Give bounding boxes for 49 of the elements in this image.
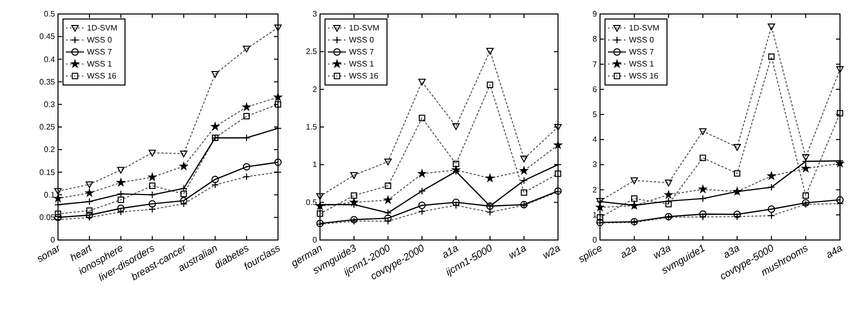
legend-label: 1D-SVM bbox=[87, 24, 118, 33]
y-tick-label: 0.25 bbox=[39, 122, 56, 132]
y-tick-label: 0.35 bbox=[39, 77, 56, 86]
y-tick-label: 0.15 bbox=[39, 168, 56, 177]
x-tick-label: a2a bbox=[618, 242, 640, 261]
y-tick-label: 0.05 bbox=[39, 212, 56, 222]
y-tick-label: 2.5 bbox=[306, 47, 318, 56]
legend-label: 1D-SVM bbox=[629, 24, 660, 33]
legend-label: WSS 1 bbox=[629, 60, 654, 69]
x-tick-label: splice bbox=[576, 242, 605, 266]
y-tick-label: 5 bbox=[592, 110, 598, 120]
legend-label: 1D-SVM bbox=[349, 24, 380, 33]
x-tick-label: sonar bbox=[35, 242, 64, 266]
y-tick-label: 8 bbox=[592, 34, 598, 44]
legend-label: WSS 16 bbox=[349, 72, 379, 81]
legend-label: WSS 1 bbox=[349, 60, 374, 69]
legend-label: WSS 0 bbox=[629, 36, 654, 45]
y-tick-label: 0.3 bbox=[44, 100, 56, 109]
y-tick-label: 4 bbox=[592, 135, 598, 144]
legend-label: WSS 7 bbox=[87, 48, 112, 57]
legend-label: WSS 7 bbox=[349, 48, 374, 57]
x-tick-label: w1a bbox=[507, 242, 529, 262]
y-tick-label: 0.5 bbox=[306, 198, 318, 207]
y-tick-label: 2 bbox=[312, 84, 318, 94]
y-tick-label: 7 bbox=[592, 60, 598, 69]
y-tick-label: 0 bbox=[50, 236, 56, 245]
y-tick-label: 9 bbox=[592, 10, 598, 19]
y-tick-label: 0.4 bbox=[44, 54, 56, 64]
y-tick-label: 0 bbox=[312, 236, 318, 245]
legend-label: WSS 7 bbox=[629, 48, 654, 57]
y-tick-label: 2 bbox=[592, 185, 598, 194]
y-tick-label: 1 bbox=[312, 160, 318, 170]
y-tick-label: 0.2 bbox=[44, 145, 56, 154]
legend-label: WSS 1 bbox=[87, 60, 112, 69]
x-tick-label: a4a bbox=[824, 242, 845, 261]
y-tick-label: 0.1 bbox=[44, 190, 56, 200]
y-tick-label: 3 bbox=[312, 10, 318, 19]
y-tick-label: 1.5 bbox=[306, 122, 318, 132]
y-tick-label: 1 bbox=[592, 210, 598, 220]
y-tick-label: 0.45 bbox=[39, 32, 56, 42]
legend-label: WSS 16 bbox=[87, 72, 117, 81]
y-tick-label: 6 bbox=[592, 84, 598, 94]
legend-label: WSS 0 bbox=[87, 36, 112, 45]
y-tick-label: 3 bbox=[592, 160, 598, 170]
y-tick-label: 0.5 bbox=[44, 10, 56, 19]
x-tick-label: w2a bbox=[541, 242, 563, 262]
legend-label: WSS 0 bbox=[349, 36, 374, 45]
y-tick-label: 0 bbox=[592, 236, 598, 245]
legend-label: WSS 16 bbox=[629, 72, 659, 81]
